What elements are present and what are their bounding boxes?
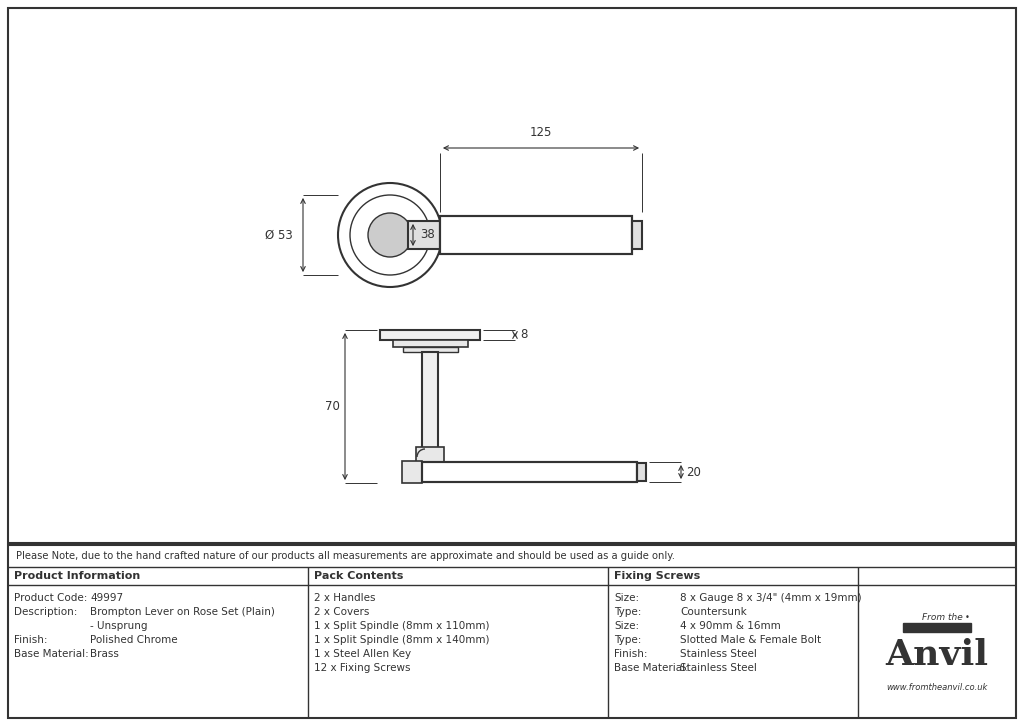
- Text: www.fromtheanvil.co.uk: www.fromtheanvil.co.uk: [887, 683, 988, 691]
- Bar: [903, 623, 971, 632]
- Bar: [422, 462, 637, 482]
- Circle shape: [368, 213, 412, 257]
- Text: Ø 53: Ø 53: [265, 228, 293, 241]
- Text: Anvil: Anvil: [886, 638, 988, 672]
- Text: Description:: Description:: [14, 607, 78, 617]
- Bar: [440, 216, 632, 254]
- Text: 2 x Handles: 2 x Handles: [314, 593, 376, 603]
- Text: Slotted Male & Female Bolt: Slotted Male & Female Bolt: [680, 635, 821, 645]
- Text: Polished Chrome: Polished Chrome: [90, 635, 177, 645]
- Bar: [422, 462, 637, 482]
- Text: Size:: Size:: [614, 593, 639, 603]
- Text: •: •: [965, 613, 970, 621]
- Bar: [403, 347, 458, 352]
- Text: 8: 8: [520, 328, 527, 341]
- Bar: [416, 447, 444, 465]
- Text: 125: 125: [529, 126, 552, 139]
- Text: Fixing Screws: Fixing Screws: [614, 571, 700, 581]
- Text: Base Material:: Base Material:: [14, 649, 89, 659]
- Bar: [440, 216, 632, 254]
- Text: - Unsprung: - Unsprung: [90, 621, 147, 631]
- Bar: [637, 463, 646, 481]
- Text: Pack Contents: Pack Contents: [314, 571, 403, 581]
- Text: Product Code:: Product Code:: [14, 593, 87, 603]
- Text: 20: 20: [686, 466, 700, 479]
- Text: Countersunk: Countersunk: [680, 607, 746, 617]
- Text: Finish:: Finish:: [614, 649, 647, 659]
- Text: 4 x 90mm & 16mm: 4 x 90mm & 16mm: [680, 621, 780, 631]
- Text: 38: 38: [420, 228, 435, 241]
- Text: 1 x Split Spindle (8mm x 110mm): 1 x Split Spindle (8mm x 110mm): [314, 621, 489, 631]
- Text: Please Note, due to the hand crafted nature of our products all measurements are: Please Note, due to the hand crafted nat…: [16, 551, 675, 561]
- Bar: [393, 340, 468, 347]
- Text: 2 x Covers: 2 x Covers: [314, 607, 370, 617]
- Bar: [380, 330, 480, 340]
- Text: Base Material:: Base Material:: [614, 663, 689, 673]
- Bar: [408, 221, 440, 249]
- Text: 12 x Fixing Screws: 12 x Fixing Screws: [314, 663, 411, 673]
- Text: 1 x Steel Allen Key: 1 x Steel Allen Key: [314, 649, 411, 659]
- Text: 8 x Gauge 8 x 3/4" (4mm x 19mm): 8 x Gauge 8 x 3/4" (4mm x 19mm): [680, 593, 861, 603]
- Text: Size:: Size:: [614, 621, 639, 631]
- Bar: [422, 352, 438, 452]
- Text: 1 x Split Spindle (8mm x 140mm): 1 x Split Spindle (8mm x 140mm): [314, 635, 489, 645]
- Text: Stainless Steel: Stainless Steel: [680, 663, 757, 673]
- Bar: [8, 545, 1016, 718]
- Bar: [632, 221, 642, 249]
- Text: Finish:: Finish:: [14, 635, 47, 645]
- Text: 49997: 49997: [90, 593, 123, 603]
- Bar: [402, 461, 422, 483]
- Text: Brass: Brass: [90, 649, 119, 659]
- Text: Stainless Steel: Stainless Steel: [680, 649, 757, 659]
- Text: From the: From the: [922, 613, 963, 621]
- Text: Type:: Type:: [614, 607, 641, 617]
- Text: 70: 70: [326, 400, 340, 413]
- Text: Type:: Type:: [614, 635, 641, 645]
- Bar: [8, 8, 1016, 543]
- Text: Brompton Lever on Rose Set (Plain): Brompton Lever on Rose Set (Plain): [90, 607, 274, 617]
- Text: Product Information: Product Information: [14, 571, 140, 581]
